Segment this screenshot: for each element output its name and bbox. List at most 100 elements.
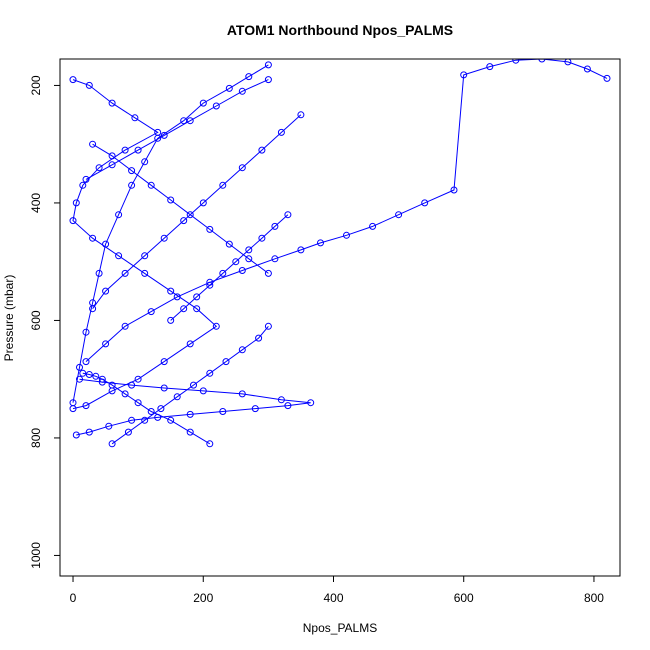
data-point	[258, 146, 266, 154]
data-point	[173, 393, 181, 401]
y-tick-label: 200	[29, 75, 43, 95]
data-point	[238, 164, 246, 172]
data-point	[206, 369, 214, 377]
data-point	[264, 322, 272, 330]
data-point	[95, 269, 103, 277]
data-point	[134, 146, 142, 154]
data-point	[512, 59, 520, 64]
data-point	[180, 217, 188, 225]
data-point	[102, 240, 110, 248]
data-point	[89, 305, 97, 313]
series-line-4	[76, 378, 311, 436]
data-point	[92, 372, 100, 380]
data-point	[108, 161, 116, 169]
x-tick-label: 400	[323, 591, 343, 605]
data-point	[238, 267, 246, 274]
data-point	[167, 196, 175, 204]
data-point	[82, 175, 90, 183]
data-point	[82, 402, 90, 410]
data-point	[141, 158, 149, 166]
data-point	[564, 59, 572, 66]
data-point	[115, 252, 123, 260]
data-point	[115, 211, 123, 219]
data-point	[131, 114, 139, 122]
data-point	[264, 61, 272, 69]
data-point	[583, 65, 591, 73]
x-tick-label: 600	[454, 591, 474, 605]
data-point	[76, 363, 83, 371]
data-point	[190, 381, 197, 389]
chart-title: ATOM1 Northbound Npos_PALMS	[227, 22, 453, 38]
data-point	[141, 252, 149, 260]
data-point	[108, 99, 116, 107]
data-point	[124, 428, 132, 436]
x-tick-label: 800	[584, 591, 604, 605]
data-point	[160, 358, 168, 366]
data-point	[128, 181, 136, 189]
data-point	[219, 408, 227, 415]
series-line-6	[92, 114, 302, 309]
data-point	[258, 234, 266, 242]
data-point	[134, 375, 142, 383]
data-point	[108, 381, 116, 389]
data-point	[173, 293, 181, 301]
data-point	[212, 102, 220, 110]
data-point	[395, 211, 403, 219]
series-line-9	[92, 143, 269, 274]
data-point	[108, 440, 116, 448]
data-point	[69, 217, 77, 225]
data-point	[89, 140, 97, 148]
data-point	[105, 422, 113, 430]
data-point	[284, 211, 292, 219]
data-point	[98, 375, 106, 383]
data-point	[69, 76, 77, 84]
data-point	[154, 134, 162, 142]
data-point	[222, 358, 230, 366]
y-tick-label: 800	[29, 428, 43, 448]
data-point	[186, 428, 194, 436]
data-point	[82, 358, 90, 366]
data-point	[225, 240, 233, 248]
data-point	[421, 199, 429, 207]
series-line-7	[170, 214, 289, 321]
data-point	[134, 399, 142, 407]
y-tick-label: 400	[29, 193, 43, 213]
data-point	[284, 402, 292, 410]
data-point	[160, 384, 168, 392]
data-point	[141, 269, 149, 277]
data-point	[206, 281, 214, 289]
data-point	[121, 390, 129, 398]
data-point	[297, 246, 305, 254]
data-point	[199, 99, 207, 107]
y-axis-label: Pressure (mbar)	[2, 275, 16, 362]
data-point	[95, 164, 103, 172]
series-line-8	[111, 325, 269, 445]
data-point	[369, 222, 377, 230]
data-point	[141, 416, 149, 424]
series-line-10	[85, 79, 269, 180]
data-point	[85, 428, 93, 436]
data-point	[147, 308, 155, 316]
data-point	[271, 255, 279, 263]
data-point	[245, 73, 253, 81]
x-tick-label: 0	[70, 591, 77, 605]
data-point	[102, 287, 110, 295]
data-point	[219, 269, 227, 277]
data-point	[297, 111, 305, 119]
y-tick-label: 1000	[29, 542, 43, 569]
data-point	[206, 225, 214, 233]
data-point	[271, 222, 279, 230]
data-point	[186, 117, 194, 125]
x-tick-label: 200	[193, 591, 213, 605]
data-point	[238, 390, 246, 398]
data-point	[277, 396, 285, 404]
data-point	[89, 234, 97, 242]
plot-area	[69, 59, 611, 448]
data-point	[72, 431, 80, 439]
data-point	[238, 346, 246, 354]
data-point	[603, 74, 611, 82]
data-point	[193, 305, 201, 313]
data-point	[450, 186, 458, 194]
data-point	[232, 258, 240, 266]
